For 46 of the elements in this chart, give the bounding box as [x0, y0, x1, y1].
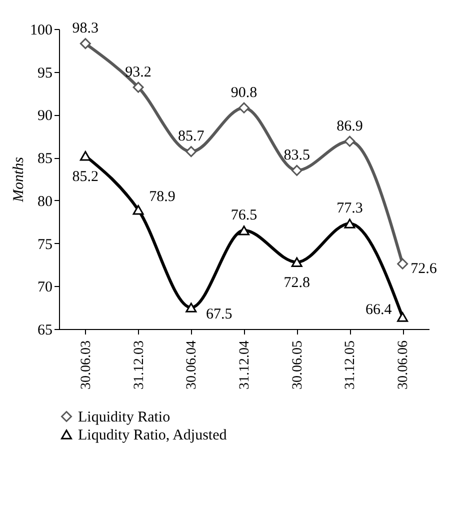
y-tick-label: 80 — [38, 194, 52, 210]
y-tick-label: 65 — [38, 322, 52, 338]
data-label: 72.8 — [284, 275, 310, 292]
legend-label: Liqudity Ratio, Adjusted — [78, 428, 228, 444]
y-tick-label: 95 — [38, 65, 52, 82]
y-tick-label: 100 — [30, 22, 52, 38]
y-tick-label: 75 — [38, 236, 52, 253]
point — [291, 257, 302, 267]
data-label: 77.3 — [336, 200, 363, 217]
x-tick-label: 31.12.03 — [132, 340, 147, 390]
x-tick-label: 30.06.06 — [396, 340, 412, 390]
point — [238, 102, 250, 114]
data-label: 93.2 — [125, 64, 152, 80]
data-label: 98.3 — [72, 20, 99, 37]
data-label: 83.5 — [284, 147, 310, 164]
data-label: 86.9 — [336, 118, 363, 134]
point — [344, 136, 356, 147]
point — [132, 82, 144, 93]
data-label: 85.2 — [72, 168, 99, 185]
x-tick-label: 30.06.05 — [290, 340, 306, 390]
x-tick-label: 31.12.04 — [238, 340, 252, 390]
data-label: 72.6 — [410, 260, 438, 277]
legend-label: Liquidity Ratio — [78, 410, 170, 426]
data-label: 67.5 — [206, 306, 232, 323]
point — [291, 164, 302, 176]
point — [397, 258, 408, 270]
point — [344, 218, 356, 228]
y-tick-label: 90 — [38, 108, 52, 124]
data-label: 76.5 — [230, 207, 258, 224]
data-label: 85.7 — [178, 128, 205, 145]
point — [186, 146, 197, 158]
point — [80, 38, 91, 50]
y-tick-label: 85 — [38, 151, 52, 168]
point — [186, 302, 197, 312]
x-tick-label: 30.06.03 — [78, 340, 94, 390]
data-label: 78.9 — [149, 188, 176, 205]
point — [397, 312, 408, 322]
data-label: 90.8 — [230, 84, 258, 101]
y-axis-title: Months — [11, 156, 27, 203]
point — [80, 151, 91, 161]
x-tick-label: 30.06.04 — [184, 340, 200, 390]
x-tick-label: 31.12.05 — [343, 340, 358, 390]
data-label: 66.4 — [365, 302, 392, 318]
y-tick-label: 70 — [38, 280, 52, 296]
point — [238, 226, 250, 236]
point — [132, 205, 144, 215]
